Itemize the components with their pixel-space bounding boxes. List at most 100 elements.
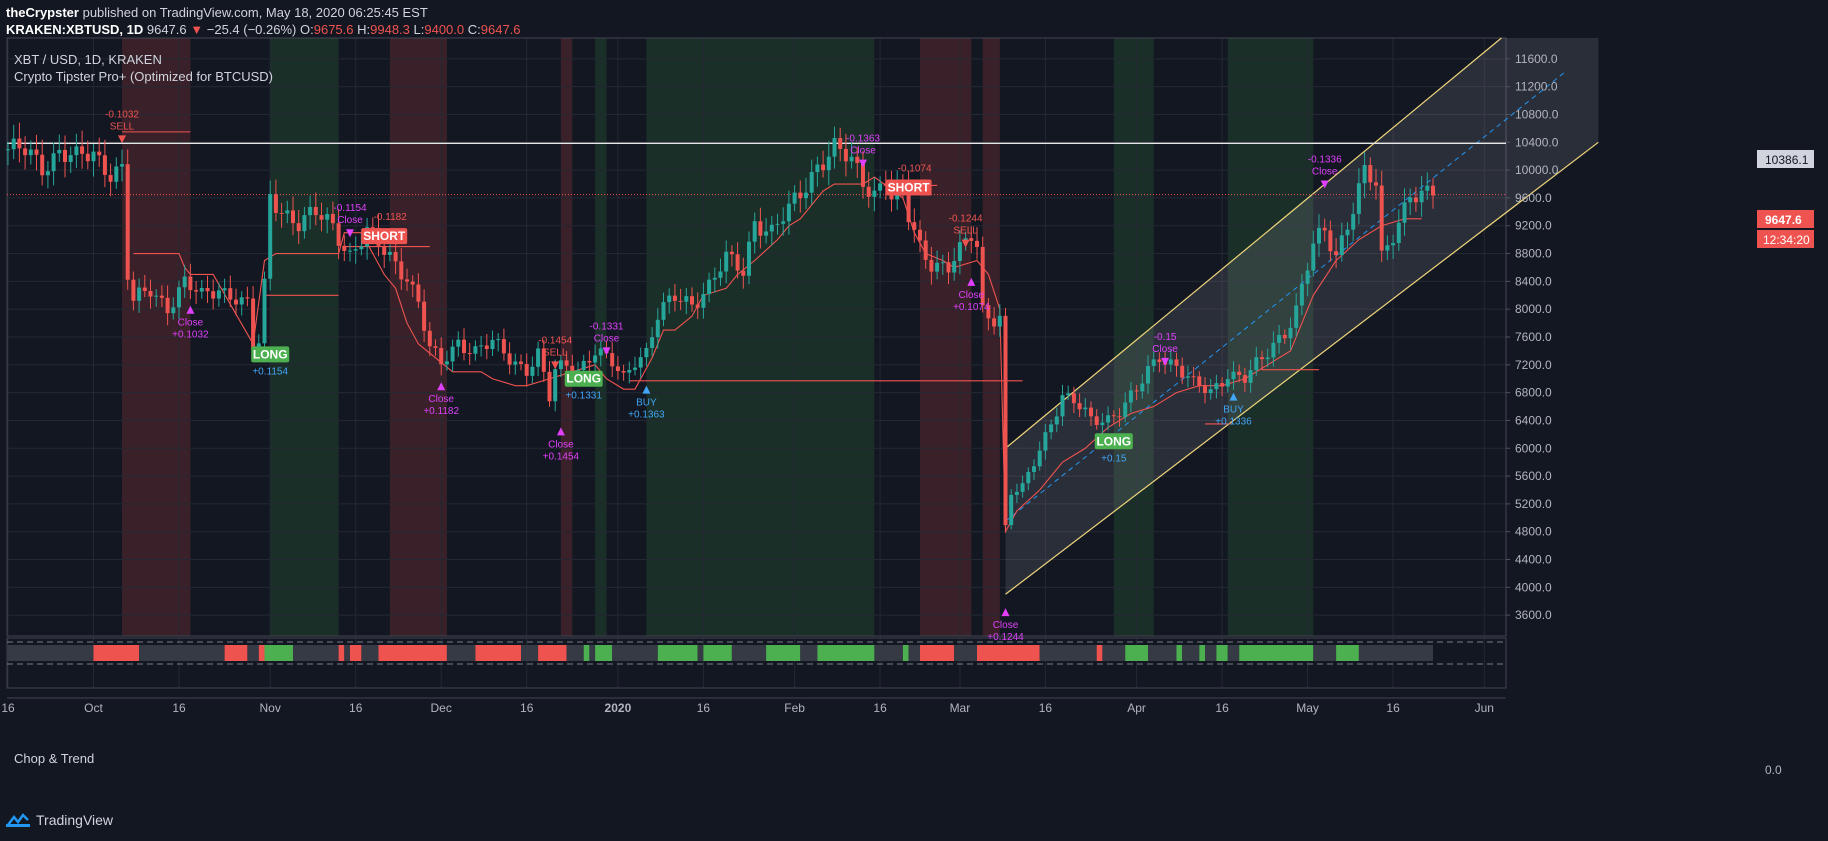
candle-body <box>313 206 318 216</box>
candle-body <box>1180 365 1185 378</box>
candle-body <box>137 287 142 301</box>
chop-trend-bar-up <box>1176 645 1183 661</box>
candle-body <box>918 229 922 241</box>
candle-body <box>997 315 1002 327</box>
candle-body <box>798 192 803 199</box>
candle-body <box>775 223 780 225</box>
open-label: O: <box>300 22 314 37</box>
candle-body <box>74 146 79 156</box>
x-tick-label: 16 <box>1039 701 1053 715</box>
channel-lower-line[interactable] <box>1005 141 1599 595</box>
sell-arrow-icon[interactable] <box>118 135 126 144</box>
chop-trend-bar-up <box>817 645 875 661</box>
candle-body <box>878 183 883 191</box>
sell-arrow-icon[interactable] <box>551 361 560 370</box>
signal-text: -0.1336 <box>1308 155 1342 166</box>
candle-body <box>165 297 170 314</box>
chop-trend-bar-down <box>350 645 362 661</box>
author-name[interactable]: theCrypster <box>6 5 79 20</box>
chop-trend-bar-chop <box>1102 645 1126 661</box>
close_top-arrow-icon[interactable] <box>602 347 611 356</box>
candle-body <box>285 210 290 214</box>
candle-body <box>68 155 73 162</box>
candle-body <box>1077 403 1082 410</box>
close-value: 9647.6 <box>480 22 521 37</box>
candle-body <box>929 259 934 272</box>
candle-body <box>279 212 284 214</box>
candle-body <box>348 250 352 252</box>
low-label: L: <box>413 22 425 37</box>
candle-body <box>758 221 763 236</box>
candle-body <box>661 302 666 320</box>
candle-body <box>1311 243 1316 271</box>
publisher-line: theCrypster published on TradingView.com… <box>6 4 521 21</box>
y-tick-label: 8800.0 <box>1515 247 1552 261</box>
y-tick-label: 11200.0 <box>1515 80 1558 94</box>
candle-body <box>975 240 979 247</box>
footer-brand[interactable]: TradingView <box>6 812 113 828</box>
candle-body <box>108 174 113 182</box>
candle-body <box>1094 416 1099 426</box>
long-signal-badge[interactable] <box>564 370 603 387</box>
candle-body <box>387 251 392 255</box>
close-arrow-icon[interactable] <box>186 305 195 314</box>
candle-body <box>536 348 541 367</box>
candle-body <box>142 287 147 292</box>
signal-text: Close <box>959 290 985 301</box>
close-arrow-icon[interactable] <box>967 277 976 286</box>
signal-text: Close <box>993 620 1019 631</box>
candle-body <box>1254 357 1259 371</box>
open-value: 9675.6 <box>313 22 354 37</box>
close_top-arrow-icon[interactable] <box>1161 357 1170 366</box>
y-tick-label: 5200.0 <box>1515 497 1552 511</box>
signal-text: Close <box>178 318 204 329</box>
chop-trend-bar-chop <box>566 645 584 661</box>
signal-text: Close <box>428 394 454 405</box>
candle-body <box>1339 235 1344 256</box>
candle-body <box>467 353 472 355</box>
candle-body <box>57 149 62 154</box>
candle-body <box>667 295 672 303</box>
signal-text: -0.1032 <box>105 109 139 120</box>
close-arrow-icon[interactable] <box>437 382 446 391</box>
signal-pnl-text: +0.15 <box>1101 453 1127 464</box>
candle-body <box>792 192 797 204</box>
candle-body <box>764 231 769 236</box>
candle-body <box>1043 432 1048 451</box>
candle-body <box>439 348 444 365</box>
long-signal-badge[interactable] <box>251 346 290 363</box>
short-signal-badge[interactable] <box>361 228 408 245</box>
close-arrow-icon[interactable] <box>1001 608 1010 617</box>
candle-body <box>1123 402 1128 417</box>
candle-body <box>308 206 313 216</box>
candle-body <box>866 186 871 197</box>
buy-arrow-icon[interactable] <box>642 385 651 394</box>
signal-label: SHORT <box>363 229 406 243</box>
short-signal-badge[interactable] <box>885 179 932 196</box>
candle-body <box>330 213 335 224</box>
signal-text: -0.1363 <box>846 134 880 145</box>
close-arrow-icon[interactable] <box>556 427 565 436</box>
close_top-arrow-icon[interactable] <box>346 229 354 238</box>
candle-body <box>1282 334 1287 339</box>
candle-body <box>581 360 586 371</box>
x-tick-label: Nov <box>260 701 281 715</box>
close_top-arrow-icon[interactable] <box>1320 180 1329 189</box>
x-tick-label: May <box>1296 701 1319 715</box>
y-tick-label: 10000.0 <box>1515 163 1559 177</box>
chop-trend-bar-chop <box>1227 645 1240 661</box>
buy-arrow-icon[interactable] <box>1229 392 1238 401</box>
candle-body <box>370 227 375 229</box>
candle-body <box>479 345 484 347</box>
sell-arrow-icon[interactable] <box>961 239 970 248</box>
candle-body <box>171 307 176 314</box>
channel-upper-line[interactable] <box>1005 37 1502 449</box>
candle-body <box>131 279 136 301</box>
close_top-arrow-icon[interactable] <box>859 159 867 168</box>
signal-pnl-text: +0.1331 <box>565 391 602 402</box>
chop-trend-bar-chop <box>874 645 903 661</box>
x-tick-label: 16 <box>520 701 534 715</box>
long-signal-badge[interactable] <box>1094 433 1133 450</box>
signal-label: LONG <box>566 372 601 386</box>
